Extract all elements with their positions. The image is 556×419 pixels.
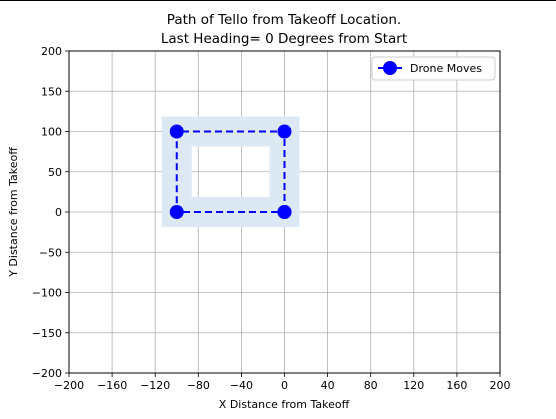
legend-box xyxy=(371,56,496,81)
chart-title-line-1: Path of Tello from Takeoff Location. xyxy=(167,12,401,28)
data-point xyxy=(169,124,184,139)
x-tick-label: 0 xyxy=(281,379,288,392)
y-tick-label: −50 xyxy=(39,246,62,259)
y-tick-label: −200 xyxy=(32,367,62,380)
data-point xyxy=(169,205,184,219)
x-tick-label: 120 xyxy=(403,379,424,392)
legend-label: Drone Moves xyxy=(410,62,482,75)
x-tick-label: 80 xyxy=(364,379,378,392)
y-tick-label: 150 xyxy=(41,85,62,98)
x-tick-label: −200 xyxy=(54,379,84,392)
chart-title-line-2: Last Heading= 0 Degrees from Start xyxy=(161,31,407,47)
x-tick-label: 200 xyxy=(490,379,511,392)
y-tick-label: 200 xyxy=(41,45,62,58)
footprint-band xyxy=(161,116,300,227)
x-tick-label: 40 xyxy=(321,379,335,392)
x-axis-ticks: −200 −160 −120 −80 −40 0 40 80 120 160 200 xyxy=(54,373,511,392)
y-tick-label: −100 xyxy=(32,287,62,300)
data-point xyxy=(277,124,292,139)
y-axis-label: Y Distance from Takeoff xyxy=(7,147,20,278)
y-tick-label: 0 xyxy=(55,206,62,219)
x-tick-label: −120 xyxy=(140,379,170,392)
legend: Drone Moves xyxy=(371,56,496,81)
y-axis-ticks: −200 −150 −100 −50 0 50 100 150 200 xyxy=(32,45,69,380)
top-border-line xyxy=(0,0,556,1)
y-tick-label: −150 xyxy=(32,327,62,340)
legend-marker-sample xyxy=(383,61,397,75)
x-tick-label: −80 xyxy=(187,379,210,392)
y-tick-label: 50 xyxy=(48,166,62,179)
y-tick-label: 100 xyxy=(41,126,62,139)
series xyxy=(169,124,292,219)
x-axis-label: X Distance from Takeoff xyxy=(219,398,350,411)
footprint xyxy=(161,116,300,227)
x-tick-label: −40 xyxy=(230,379,253,392)
x-tick-label: 160 xyxy=(446,379,467,392)
x-tick-label: −160 xyxy=(97,379,127,392)
data-point xyxy=(277,205,292,219)
